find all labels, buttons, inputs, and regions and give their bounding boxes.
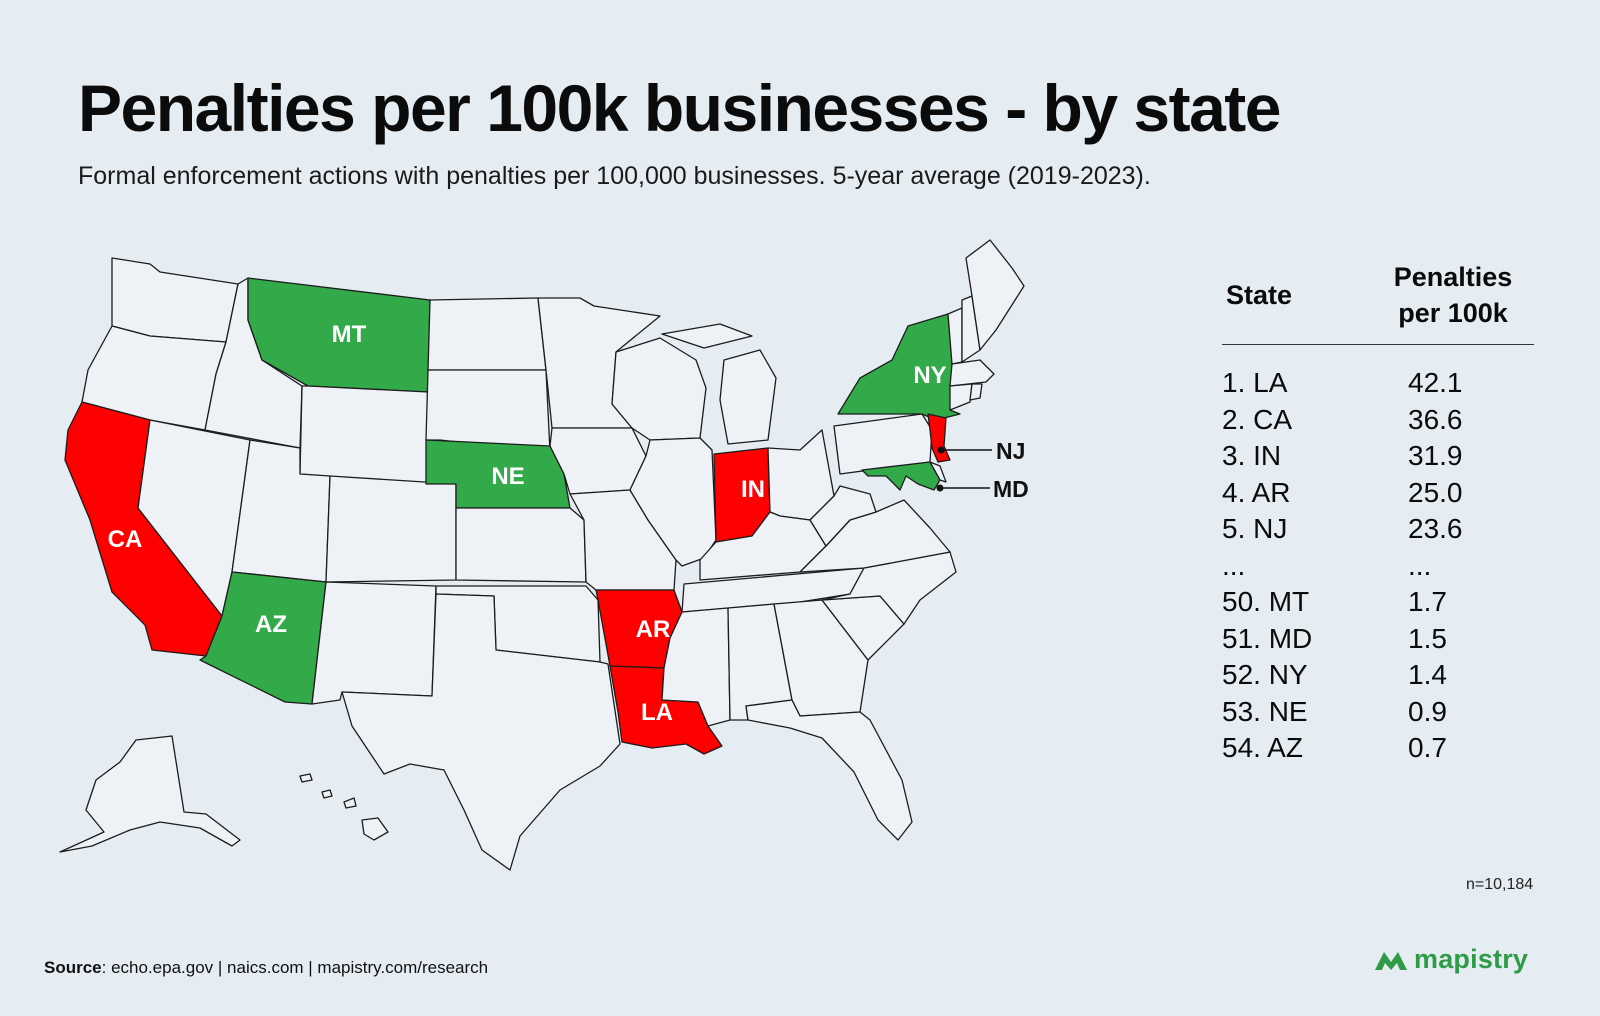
state-ME <box>965 239 1025 351</box>
state-WY <box>299 385 429 485</box>
row-value: 25.0 <box>1408 476 1463 508</box>
table-row: 4. AR 25.0 <box>1222 477 1534 514</box>
row-state: 5. NJ <box>1222 513 1288 544</box>
page-subtitle: Formal enforcement actions with penaltie… <box>78 162 1151 190</box>
label-NJ: NJ <box>996 438 1025 464</box>
row-value: 31.9 <box>1408 440 1463 471</box>
row-value: 23.6 <box>1408 513 1463 544</box>
table-row: 50. MT 1.7 <box>1222 586 1534 623</box>
label-NE: NE <box>491 463 524 490</box>
table-row: 54. AZ 0.7 <box>1222 732 1534 769</box>
state-IL <box>629 437 717 567</box>
state-RI <box>969 383 983 401</box>
row-value: 0.9 <box>1408 695 1447 727</box>
state-WV <box>809 485 877 547</box>
row-value: 1.7 <box>1408 586 1447 617</box>
brand-logo: mapistry <box>1374 944 1528 975</box>
row-state: 50. MT <box>1222 586 1310 617</box>
source-label: Source <box>44 958 102 977</box>
row-state: 2. CA <box>1222 403 1293 435</box>
map-callouts <box>936 446 992 492</box>
label-LA: LA <box>641 699 673 726</box>
table-header: State Penalties per 100k <box>1222 256 1534 345</box>
state-NJ <box>927 413 951 463</box>
table-row: 5. NJ 23.6 <box>1222 513 1534 550</box>
label-NY: NY <box>913 362 946 389</box>
state-DE <box>929 461 947 483</box>
state-NM <box>311 581 437 705</box>
table-row-ellipsis: ...... <box>1222 550 1534 587</box>
row-state: 53. NE <box>1222 695 1308 727</box>
state-TN <box>681 567 865 613</box>
state-SD <box>425 369 551 453</box>
state-TX <box>341 593 621 871</box>
brand-name: mapistry <box>1414 944 1529 974</box>
sample-size-note: n=10,184 <box>1466 876 1534 893</box>
state-MA <box>949 359 995 387</box>
source-text: : echo.epa.gov | naics.com | mapistry.co… <box>101 958 489 977</box>
state-HI <box>299 773 389 841</box>
row-value: 1.5 <box>1408 622 1447 654</box>
table-row: 51. MD 1.5 <box>1222 623 1534 660</box>
row-state: 54. AZ <box>1222 732 1303 763</box>
state-WA <box>111 257 239 343</box>
header-penalties-line2: per 100k <box>1398 297 1508 328</box>
ranking-table: State Penalties per 100k 1. LA 42.1 2. CA… <box>1222 256 1534 769</box>
row-value: 36.6 <box>1408 403 1463 435</box>
row-state: 1. LA <box>1222 367 1288 398</box>
label-MT: MT <box>332 321 367 348</box>
table-row: 2. CA 36.6 <box>1222 404 1534 441</box>
label-MD: MD <box>993 476 1029 502</box>
table-body: 1. LA 42.1 2. CA 36.6 3. IN 31.9 4. AR 25.0 … <box>1222 345 1534 769</box>
mapistry-logo-icon <box>1375 951 1407 970</box>
state-KY <box>699 511 827 581</box>
state-CT <box>949 383 973 411</box>
state-CO <box>325 475 457 583</box>
state-KS <box>455 507 587 583</box>
row-state: 4. AR <box>1222 476 1291 508</box>
row-value: ... <box>1408 549 1432 581</box>
header-penalties-line1: Penalties <box>1393 262 1513 292</box>
state-PA <box>833 413 933 475</box>
row-value: 0.7 <box>1408 732 1447 763</box>
label-IN: IN <box>741 476 765 503</box>
label-AR: AR <box>636 616 671 643</box>
row-state: ... <box>1222 549 1246 581</box>
table-row: 52. NY 1.4 <box>1222 659 1534 696</box>
map-labels: MT NY NE IN CA AZ AR LA NJ MD <box>108 321 1029 726</box>
state-ND <box>427 297 547 371</box>
row-state: 51. MD <box>1222 622 1313 654</box>
label-AZ: AZ <box>255 611 287 638</box>
header-state: State <box>1226 280 1293 310</box>
table-row: 1. LA 42.1 <box>1222 367 1534 404</box>
table-row: 53. NE 0.9 <box>1222 696 1534 733</box>
state-MI <box>661 323 777 445</box>
row-state: 3. IN <box>1222 440 1282 471</box>
row-value: 42.1 <box>1408 367 1463 398</box>
label-CA: CA <box>108 526 143 553</box>
table-row: 3. IN 31.9 <box>1222 440 1534 477</box>
state-FL <box>745 699 913 841</box>
map-states <box>59 239 1025 871</box>
source-line: Source: echo.epa.gov | naics.com | mapis… <box>44 958 488 978</box>
row-state: 52. NY <box>1222 659 1308 690</box>
state-AK <box>59 735 241 853</box>
header-penalties: Penalties per 100k <box>1370 260 1536 331</box>
page-title: Penalties per 100k businesses - by state <box>78 71 1281 145</box>
row-value: 1.4 <box>1408 659 1447 690</box>
